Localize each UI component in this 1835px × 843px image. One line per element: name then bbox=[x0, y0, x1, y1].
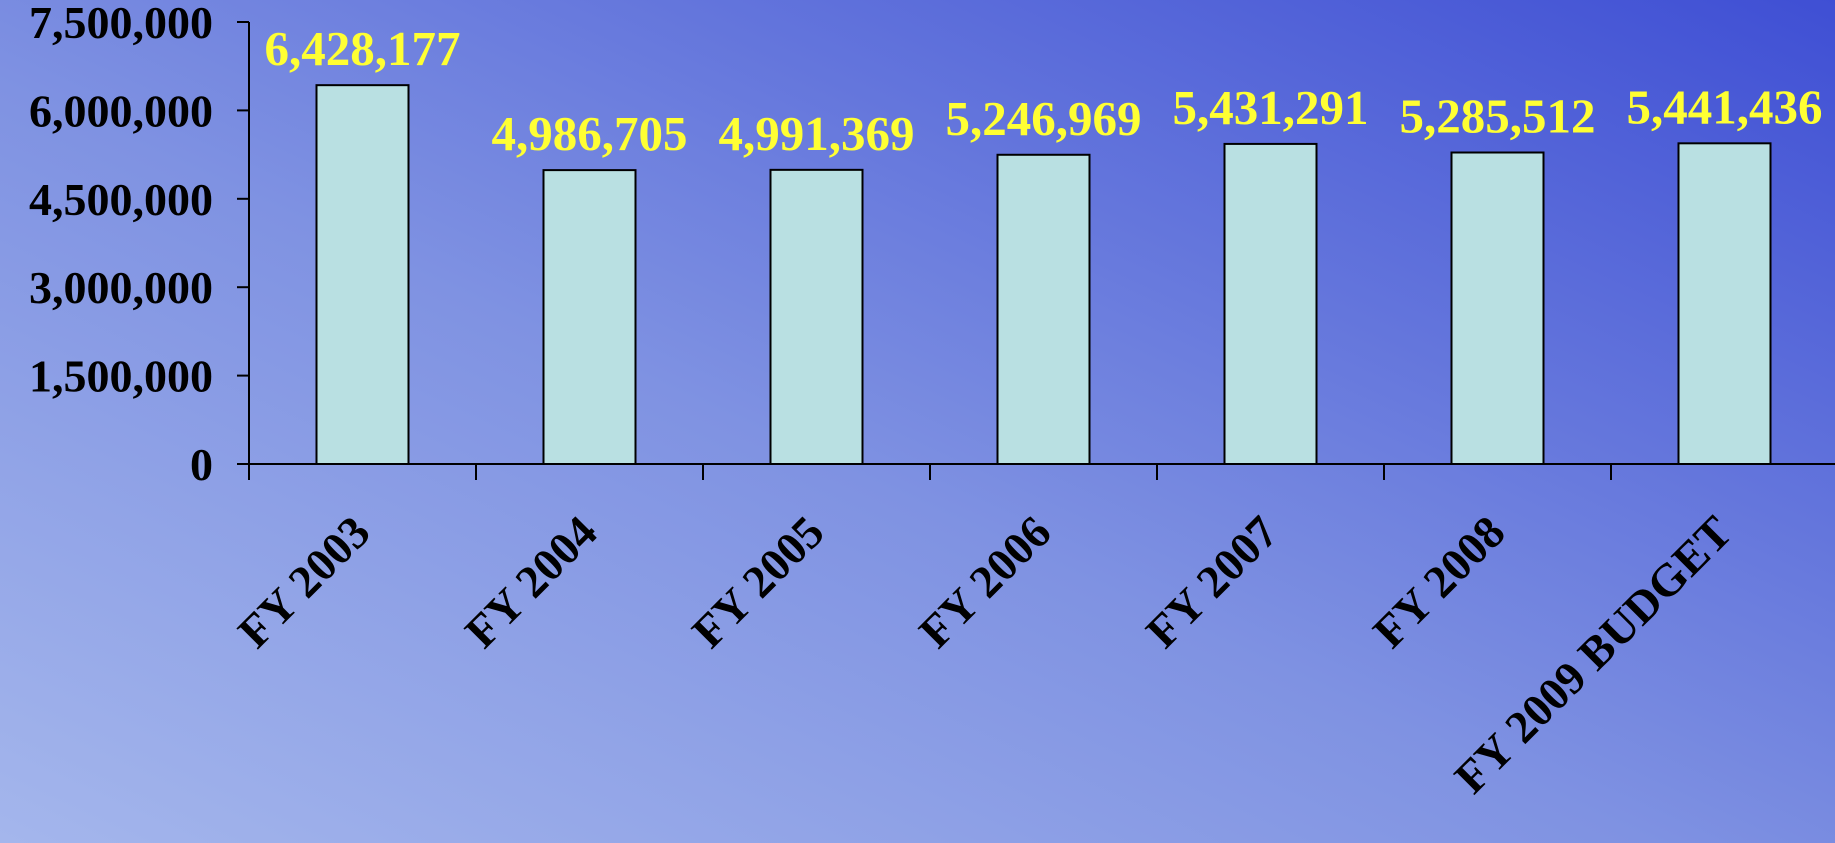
x-category-label: FY 2007 bbox=[1136, 506, 1287, 657]
bars-layer bbox=[315, 84, 1772, 466]
bar bbox=[1677, 142, 1772, 466]
data-label: 5,431,291 bbox=[1173, 80, 1369, 135]
x-category-label: FY 2006 bbox=[909, 506, 1060, 657]
x-category-label: FY 2008 bbox=[1363, 506, 1514, 657]
y-tick-label: 4,500,000 bbox=[29, 174, 213, 225]
bar bbox=[769, 168, 864, 465]
bar bbox=[542, 169, 637, 465]
data-label: 6,428,177 bbox=[265, 21, 461, 76]
data-label: 5,441,436 bbox=[1627, 79, 1823, 134]
y-tick-label: 6,000,000 bbox=[29, 85, 213, 136]
y-tick-label: 0 bbox=[190, 439, 213, 490]
x-category-label: FY 2003 bbox=[228, 506, 379, 657]
bar bbox=[996, 153, 1091, 465]
x-axis-ticks bbox=[248, 464, 1612, 480]
y-axis-ticks: 0 1,500,000 3,000,000 4,500,000 6,000,000 7,5… bbox=[29, 0, 249, 490]
y-tick-label: 7,500,000 bbox=[29, 0, 213, 48]
data-label: 4,986,705 bbox=[492, 106, 688, 161]
y-tick-label: 3,000,000 bbox=[29, 262, 213, 313]
bar bbox=[1223, 142, 1318, 465]
x-category-label: FY 2005 bbox=[682, 506, 833, 657]
y-tick-label: 1,500,000 bbox=[29, 351, 213, 402]
bar bbox=[315, 84, 410, 465]
x-category-label: FY 2004 bbox=[455, 506, 606, 657]
data-label: 5,285,512 bbox=[1400, 89, 1596, 144]
axes bbox=[248, 22, 1835, 465]
data-label: 4,991,369 bbox=[719, 106, 915, 161]
data-label: 5,246,969 bbox=[946, 91, 1142, 146]
bar bbox=[1450, 151, 1545, 465]
